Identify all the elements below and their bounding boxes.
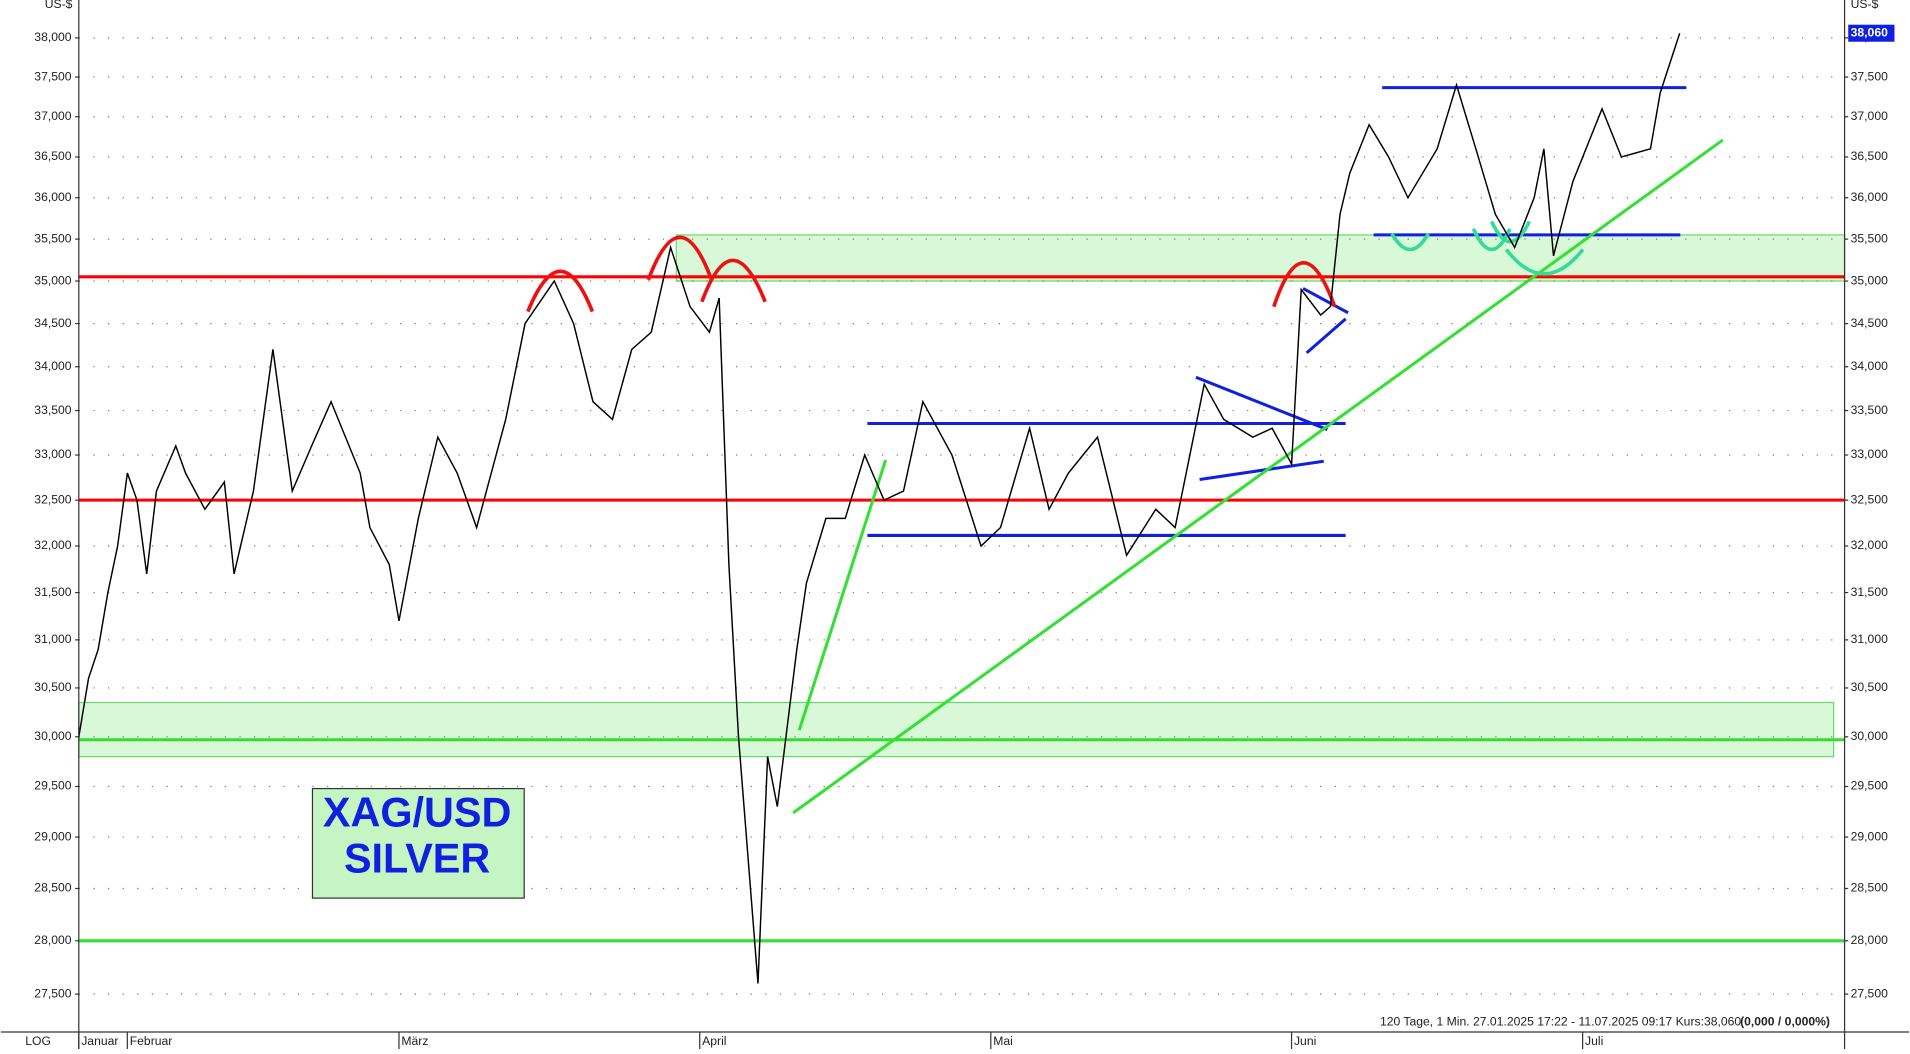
y-tick-label: 31,000	[34, 632, 71, 646]
price-line	[78, 32, 1681, 984]
y-axis-label: US-$	[45, 0, 73, 11]
x-tick-label: Februar	[130, 1034, 173, 1048]
y-tick-label: 35,500	[1851, 231, 1888, 245]
y-axis-label: US-$	[1851, 0, 1879, 11]
y-tick-label: 33,500	[34, 403, 71, 417]
y-tick-label: 27,500	[34, 986, 71, 1000]
last-value-box	[1848, 24, 1895, 42]
y-tick-label: 37,000	[1851, 109, 1888, 123]
y-tick-label: 35,000	[34, 273, 71, 287]
x-tick-label: Juni	[1294, 1034, 1316, 1048]
y-tick-label: 36,000	[1851, 190, 1888, 204]
y-tick-label: 37,000	[34, 109, 71, 123]
triangle-line	[1302, 287, 1349, 315]
subtitle: SILVER	[344, 836, 490, 882]
trend-line	[792, 138, 1724, 815]
top-arc	[526, 269, 595, 313]
triangle-line	[1199, 459, 1324, 481]
y-tick-label: 31,500	[34, 585, 71, 599]
y-tick-label: 33,000	[34, 447, 71, 461]
title: XAG/USD	[323, 789, 511, 835]
x-tick-label: März	[401, 1034, 428, 1048]
y-tick-label: 28,000	[34, 933, 71, 947]
y-tick-label: 34,500	[1851, 316, 1888, 330]
footer-change: (0,000 / 0,000%)	[1740, 1014, 1830, 1028]
y-tick-label: 30,000	[34, 729, 71, 743]
y-tick-label: 30,500	[34, 680, 71, 694]
x-tick-label: Mai	[993, 1034, 1013, 1048]
y-tick-label: 34,000	[1851, 359, 1888, 373]
y-tick-label: 38,000	[34, 30, 71, 44]
y-tick-label: 31,500	[1851, 585, 1888, 599]
y-tick-label: 32,000	[1851, 538, 1888, 552]
plot	[78, 32, 1681, 984]
x-tick-label: Juli	[1585, 1034, 1603, 1048]
annotations	[526, 86, 1724, 815]
y-tick-label: 29,000	[1851, 829, 1888, 843]
x-tick-label: Januar	[81, 1034, 118, 1048]
y-tick-label: 30,500	[1851, 680, 1888, 694]
bottom-arc	[1390, 232, 1430, 252]
y-tick-label: 29,500	[1851, 779, 1888, 793]
y-tick-label: 35,000	[1851, 273, 1888, 287]
y-tick-label: 32,500	[34, 492, 71, 506]
y-tick-label: 32,000	[34, 538, 71, 552]
y-tick-label: 36,500	[1851, 149, 1888, 163]
bottom-arc	[1471, 228, 1512, 252]
y-tick-label: 37,500	[1851, 69, 1888, 83]
y-tick-label: 34,000	[34, 359, 71, 373]
y-tick-label: 32,500	[1851, 492, 1888, 506]
y-tick-label: 28,500	[1851, 881, 1888, 895]
y-tick-label: 27,500	[1851, 986, 1888, 1000]
zone	[78, 701, 1835, 758]
y-tick-label: 34,500	[34, 316, 71, 330]
y-tick-label: 36,500	[34, 149, 71, 163]
triangle-line	[1195, 375, 1328, 431]
y-tick-label: 33,500	[1851, 403, 1888, 417]
bottom-arc	[1504, 248, 1585, 276]
zone	[675, 234, 1846, 282]
footer: 120 Tage, 1 Min. 27.01.2025 17:22 - 11.0…	[1380, 1014, 1741, 1028]
y-tick-label: 31,000	[1851, 632, 1888, 646]
triangle-line	[1305, 317, 1347, 355]
x-tick-label: April	[702, 1034, 726, 1048]
scale-label: LOG	[25, 1034, 51, 1048]
y-tick-label: 36,000	[34, 190, 71, 204]
title-box	[311, 787, 525, 899]
y-tick-label: 37,500	[34, 69, 71, 83]
y-tick-label: 29,000	[34, 829, 71, 843]
zones	[78, 234, 1846, 758]
y-tick-label: 33,000	[1851, 447, 1888, 461]
last-value-label: 38,060	[1851, 25, 1888, 39]
y-tick-label: 28,000	[1851, 933, 1888, 947]
trend-line	[797, 459, 888, 731]
y-tick-label: 29,500	[34, 779, 71, 793]
top-arc	[646, 235, 714, 281]
top-arc	[1272, 261, 1337, 308]
bottom-arc	[1490, 220, 1532, 244]
y-tick-label: 28,500	[34, 881, 71, 895]
y-tick-label: 30,000	[1851, 729, 1888, 743]
y-tick-label: 35,500	[34, 231, 71, 245]
levels	[78, 275, 1845, 943]
top-arc	[700, 258, 767, 303]
